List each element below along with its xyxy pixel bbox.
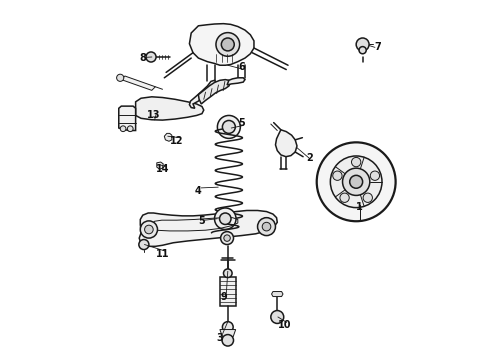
Circle shape	[359, 46, 366, 54]
Circle shape	[317, 142, 395, 221]
Circle shape	[220, 231, 234, 244]
Circle shape	[271, 311, 284, 323]
Polygon shape	[119, 106, 136, 131]
Text: 13: 13	[147, 111, 160, 121]
Text: 14: 14	[156, 164, 169, 174]
Circle shape	[333, 171, 342, 180]
Circle shape	[117, 74, 124, 81]
Circle shape	[224, 235, 230, 241]
Circle shape	[356, 38, 369, 51]
Polygon shape	[220, 329, 236, 337]
Circle shape	[222, 334, 234, 346]
Circle shape	[139, 239, 149, 249]
Text: 9: 9	[220, 292, 227, 302]
Circle shape	[215, 208, 236, 229]
Circle shape	[258, 218, 275, 235]
Polygon shape	[275, 130, 297, 157]
Text: 2: 2	[306, 153, 313, 163]
Circle shape	[262, 222, 271, 231]
Circle shape	[221, 38, 234, 51]
Circle shape	[222, 121, 235, 134]
Polygon shape	[220, 277, 236, 306]
Text: 12: 12	[170, 136, 184, 145]
Polygon shape	[190, 24, 254, 65]
Circle shape	[218, 116, 240, 138]
Circle shape	[363, 193, 372, 202]
Text: 5: 5	[198, 216, 205, 226]
Text: 1: 1	[356, 202, 363, 212]
Text: 3: 3	[217, 333, 223, 343]
Circle shape	[127, 126, 133, 132]
Text: 5: 5	[238, 118, 245, 128]
Text: 8: 8	[139, 53, 146, 63]
Circle shape	[330, 156, 382, 208]
Polygon shape	[227, 78, 245, 85]
Circle shape	[351, 157, 361, 167]
Polygon shape	[139, 211, 277, 246]
Polygon shape	[190, 80, 216, 108]
Polygon shape	[198, 80, 231, 104]
Text: 7: 7	[374, 42, 381, 52]
Text: 10: 10	[278, 320, 291, 330]
Circle shape	[223, 269, 232, 278]
Text: 11: 11	[156, 248, 169, 258]
Polygon shape	[136, 97, 204, 120]
Circle shape	[216, 33, 240, 56]
Text: 6: 6	[238, 62, 245, 72]
Circle shape	[140, 221, 157, 238]
Polygon shape	[164, 134, 172, 141]
Polygon shape	[157, 162, 163, 169]
Circle shape	[370, 171, 380, 180]
Circle shape	[340, 193, 349, 202]
Circle shape	[350, 175, 363, 188]
Circle shape	[222, 321, 233, 332]
Circle shape	[146, 52, 156, 62]
Text: 4: 4	[195, 186, 202, 196]
Circle shape	[145, 225, 153, 234]
Circle shape	[120, 126, 126, 132]
Circle shape	[343, 168, 370, 195]
Polygon shape	[122, 76, 155, 90]
Circle shape	[220, 213, 231, 225]
Polygon shape	[271, 292, 283, 297]
